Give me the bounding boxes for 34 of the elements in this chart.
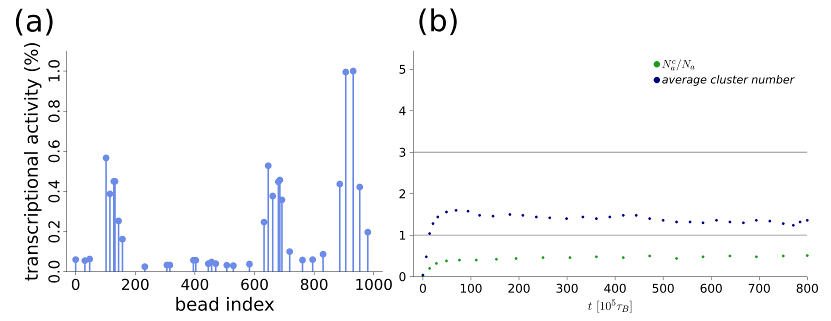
y-tick-label: 1 — [400, 230, 406, 240]
x-tick-label: 0 — [420, 284, 426, 293]
y-tick-label: 5 — [400, 64, 406, 74]
x-tick-label: 1000 — [356, 278, 392, 290]
x-tick-label: 0 — [72, 278, 80, 290]
y-tick-label: 3 — [400, 148, 406, 157]
chart-title: (b) — [419, 8, 457, 36]
x-tick-label: 200 — [122, 278, 149, 290]
x-tick-label: 800 — [796, 284, 818, 293]
x-tick-label: 600 — [241, 278, 268, 290]
y-tick-label: 0.0 — [48, 260, 60, 283]
y-tick-label: 0.4 — [48, 180, 60, 202]
y-axis-title: transcriptional activity (%) — [24, 43, 42, 281]
chart-title: (a) — [16, 8, 53, 36]
y-tick-label: 0 — [399, 272, 406, 282]
y-tick-label: 2 — [400, 189, 406, 198]
x-tick-label: 100 — [460, 284, 482, 293]
x-tick-label: 200 — [508, 284, 530, 293]
x-tick-label: 400 — [181, 278, 208, 290]
x-axis-title: bead index — [176, 296, 274, 311]
x-tick-label: 600 — [700, 284, 722, 293]
legend-label: average cluster number — [662, 75, 795, 86]
x-tick-label: 800 — [300, 278, 328, 290]
x-tick-label: 300 — [556, 284, 578, 293]
x-tick-label: 500 — [652, 284, 674, 293]
x-tick-label: 700 — [748, 284, 770, 293]
x-axis-title: $t\ [10^5\tau_B]$ — [588, 299, 632, 313]
y-tick-label: 4 — [399, 106, 406, 116]
x-tick-label: 400 — [604, 284, 626, 293]
y-tick-label: 0.2 — [48, 221, 60, 242]
y-tick-label: 0.8 — [48, 100, 60, 122]
legend-label: $N_a^c/N_a$ — [662, 59, 695, 70]
y-tick-label: 0.6 — [48, 140, 60, 162]
y-tick-label: 1.0 — [48, 60, 60, 82]
